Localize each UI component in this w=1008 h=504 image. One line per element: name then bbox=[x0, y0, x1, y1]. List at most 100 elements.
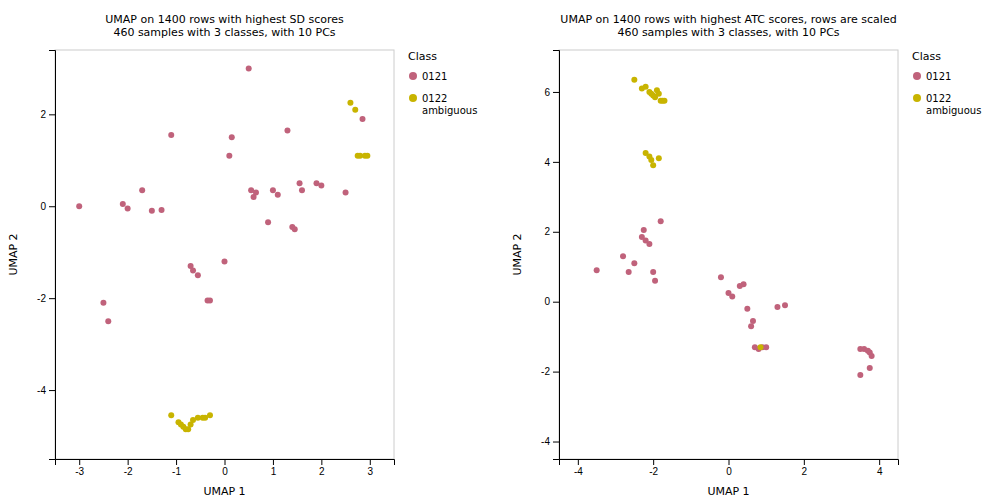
axis-domain bbox=[49, 51, 56, 460]
tick-mark bbox=[553, 162, 559, 163]
tick-mark bbox=[553, 372, 559, 373]
tick: 2 bbox=[319, 459, 325, 477]
point bbox=[763, 344, 769, 350]
tick-mark bbox=[49, 206, 55, 207]
tick: -4 bbox=[37, 385, 55, 396]
legend-label-line: 0121 bbox=[926, 71, 951, 82]
title: UMAP on 1400 rows with highest SD scores… bbox=[105, 13, 344, 39]
point bbox=[297, 180, 303, 186]
point bbox=[76, 203, 82, 209]
tick: -1 bbox=[172, 459, 181, 477]
tick-label: -2 bbox=[37, 293, 46, 304]
y-axis: -4-202 bbox=[37, 51, 55, 460]
point bbox=[646, 241, 652, 247]
tick: 2 bbox=[544, 226, 559, 237]
legend-entry: 0122ambiguous bbox=[409, 93, 477, 116]
point bbox=[650, 162, 656, 168]
point bbox=[643, 84, 649, 90]
tick-mark bbox=[79, 459, 80, 465]
point bbox=[226, 153, 232, 159]
point bbox=[265, 219, 271, 225]
tick-mark bbox=[578, 459, 579, 465]
legend: Class 0121 0122ambiguous bbox=[408, 50, 477, 116]
point bbox=[270, 187, 276, 193]
tick: -4 bbox=[574, 459, 583, 477]
tick-label: -4 bbox=[37, 385, 46, 396]
point bbox=[222, 258, 228, 264]
chart-root: -3-2-10123-4-202UMAP on 1400 rows with h… bbox=[0, 0, 1008, 504]
title-line: 460 samples with 3 classes, with 10 PCs bbox=[617, 26, 839, 39]
legend-label: 0122ambiguous bbox=[422, 93, 477, 116]
tick-mark bbox=[128, 459, 129, 465]
tick: -2 bbox=[124, 459, 133, 477]
x-axis-label: UMAP 1 bbox=[203, 485, 245, 498]
x-axis: -3-2-10123 bbox=[56, 459, 395, 477]
point bbox=[125, 206, 131, 212]
legend-label-line: ambiguous bbox=[926, 105, 981, 116]
tick: -2 bbox=[541, 366, 559, 377]
point bbox=[758, 344, 764, 350]
point bbox=[626, 269, 632, 275]
tick-mark bbox=[49, 298, 55, 299]
point bbox=[594, 267, 600, 273]
tick-mark bbox=[553, 442, 559, 443]
points bbox=[594, 77, 875, 378]
x-axis-label: UMAP 1 bbox=[707, 485, 749, 498]
point bbox=[207, 412, 213, 418]
point bbox=[774, 304, 780, 310]
tick: 2 bbox=[40, 109, 55, 120]
tick-mark bbox=[804, 459, 805, 465]
y-axis: -4-20246 bbox=[541, 51, 559, 460]
legend-label: 0121 bbox=[926, 71, 951, 82]
point bbox=[652, 278, 658, 284]
title-line: 460 samples with 3 classes, with 10 PCs bbox=[113, 26, 335, 39]
point bbox=[631, 260, 637, 266]
point bbox=[139, 187, 145, 193]
point bbox=[656, 155, 662, 161]
tick-mark bbox=[176, 459, 177, 465]
tick-mark bbox=[879, 459, 880, 465]
point bbox=[195, 272, 201, 278]
tick: -3 bbox=[75, 459, 84, 477]
point bbox=[318, 183, 324, 189]
point bbox=[347, 100, 353, 106]
legend-entry: 0121 bbox=[409, 71, 447, 82]
plot-frame bbox=[559, 50, 898, 459]
tick-label: -3 bbox=[75, 466, 84, 477]
legend-label: 0121 bbox=[422, 71, 447, 82]
legend-entry: 0122ambiguous bbox=[913, 93, 981, 116]
legend-label: 0122ambiguous bbox=[926, 93, 981, 116]
point bbox=[364, 153, 370, 159]
point bbox=[744, 306, 750, 312]
tick-mark bbox=[653, 459, 654, 465]
point bbox=[782, 302, 788, 308]
tick-label: 0 bbox=[544, 296, 550, 307]
axis-domain bbox=[56, 460, 395, 466]
point bbox=[168, 132, 174, 138]
x-axis: -4-2024 bbox=[560, 459, 899, 477]
point bbox=[641, 227, 647, 233]
tick-label: 4 bbox=[877, 466, 883, 477]
legend-title: Class bbox=[912, 50, 941, 63]
point bbox=[631, 77, 637, 83]
tick-label: 2 bbox=[802, 466, 808, 477]
legend-entry: 0121 bbox=[913, 71, 951, 82]
point bbox=[168, 412, 174, 418]
tick-mark bbox=[225, 459, 226, 465]
point bbox=[299, 187, 305, 193]
point bbox=[275, 192, 281, 198]
point bbox=[729, 293, 735, 299]
tick-label: 2 bbox=[544, 226, 550, 237]
tick: 4 bbox=[544, 157, 559, 168]
tick-label: 1 bbox=[271, 466, 277, 477]
tick-label: -4 bbox=[574, 466, 583, 477]
point bbox=[105, 318, 111, 324]
legend-title: Class bbox=[408, 50, 437, 63]
legend-marker bbox=[913, 94, 921, 102]
point bbox=[120, 201, 126, 207]
tick-mark bbox=[49, 390, 55, 391]
tick-label: -4 bbox=[541, 436, 550, 447]
points bbox=[76, 65, 370, 432]
axis-domain bbox=[560, 460, 899, 466]
tick: 1 bbox=[271, 459, 277, 477]
